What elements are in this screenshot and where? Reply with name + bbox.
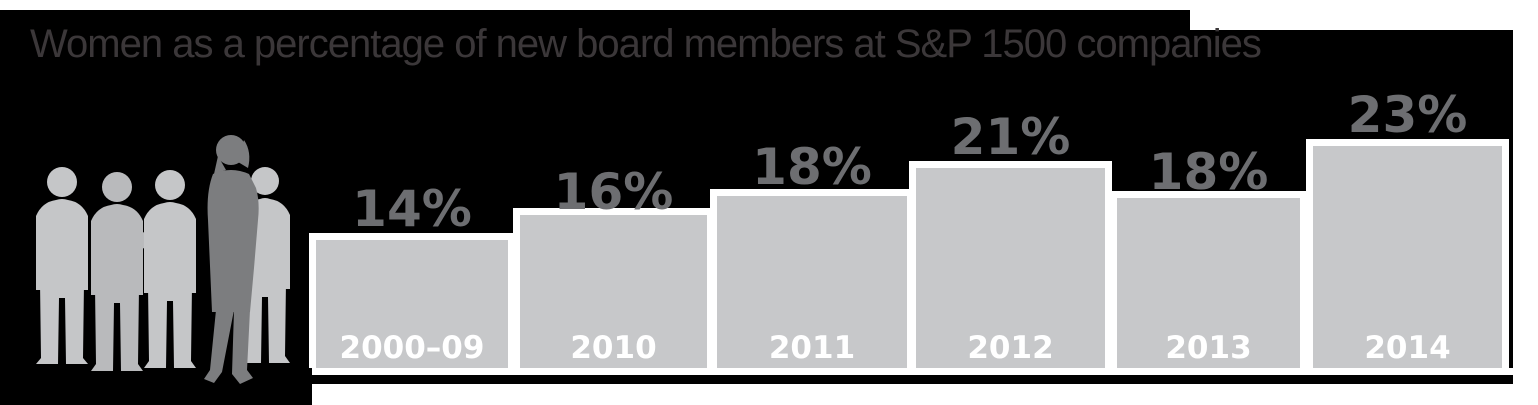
value-label-2000-09: 14% [352, 180, 472, 238]
value-label-2012: 21% [950, 108, 1071, 166]
category-label-2013: 2013 [1165, 330, 1252, 366]
chart-title: Women as a percentage of new board membe… [30, 22, 1262, 66]
category-label-2014: 2014 [1364, 330, 1451, 366]
category-label-2011: 2011 [768, 330, 856, 366]
people-silhouettes-icon [36, 135, 290, 384]
value-label-2010: 16% [553, 163, 674, 221]
top-margin-strip [0, 0, 1190, 10]
category-label-2012: 2012 [967, 330, 1054, 366]
axis-baseline-bar [312, 375, 1513, 384]
bottom-margin-strip [312, 384, 1538, 405]
top-right-margin-strip [1190, 0, 1538, 30]
right-margin-strip [1513, 0, 1538, 405]
bar-2014 [1306, 139, 1509, 368]
bar-2012 [909, 161, 1112, 368]
category-label-2000-09: 2000–09 [339, 330, 485, 366]
bar-2000-09 [309, 233, 515, 368]
value-label-2013: 18% [1148, 143, 1269, 201]
category-label-2010: 2010 [570, 330, 657, 366]
axis-base-white-strip [312, 368, 1513, 375]
bar-2011 [710, 189, 914, 368]
bar-2013 [1110, 191, 1307, 368]
value-label-2014: 23% [1347, 86, 1468, 144]
value-label-2011: 18% [752, 138, 872, 196]
